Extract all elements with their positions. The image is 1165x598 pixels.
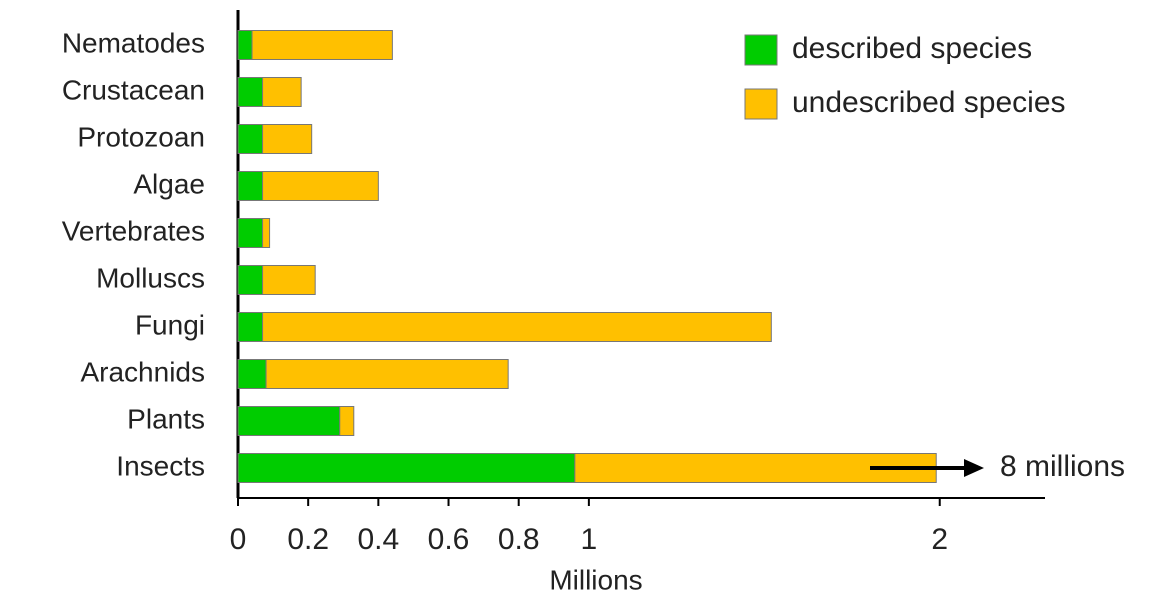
y-tick-label: Vertebrates [62,215,205,246]
bar [237,312,264,342]
y-tick-label: Algae [133,168,205,199]
x-tick-label: 0.4 [357,523,399,556]
y-tick-label: Nematodes [62,27,205,58]
x-tick-label: 2 [931,523,948,556]
bar [237,124,264,154]
bar [237,453,576,483]
y-tick-label: Crustacean [62,74,205,105]
x-tick-label: 0.2 [287,523,329,556]
y-tick-label: Protozoan [77,121,205,152]
bar [339,406,355,436]
y-tick-label: Plants [127,403,205,434]
legend-label: described species [792,32,1032,65]
y-tick-label: Molluscs [96,262,205,293]
bar [237,30,253,60]
annotation: 8 millions [1000,450,1125,483]
bar [262,77,302,107]
x-tick-label: 0 [230,523,247,556]
y-tick-label: Fungi [135,309,205,340]
x-axis-label: Millions [549,564,642,595]
bar [262,171,379,201]
bar [237,265,264,295]
bar [262,218,271,248]
legend-swatch [744,34,778,66]
legend-label: undescribed species [792,86,1066,119]
bar [262,265,316,295]
x-tick-label: 1 [581,523,598,556]
legend-swatch [744,88,778,120]
y-tick-label: Insects [116,450,205,481]
y-tick-label: Arachnids [80,356,205,387]
annotation-arrowhead [964,459,984,477]
bar [237,359,267,389]
bar [251,30,393,60]
x-tick-label: 0.6 [428,523,470,556]
bar [237,77,264,107]
bar [237,171,264,201]
bar [265,359,509,389]
bar [262,124,313,154]
x-tick-label: 0.8 [498,523,540,556]
bar [237,406,341,436]
bar [262,312,772,342]
bar [237,218,264,248]
